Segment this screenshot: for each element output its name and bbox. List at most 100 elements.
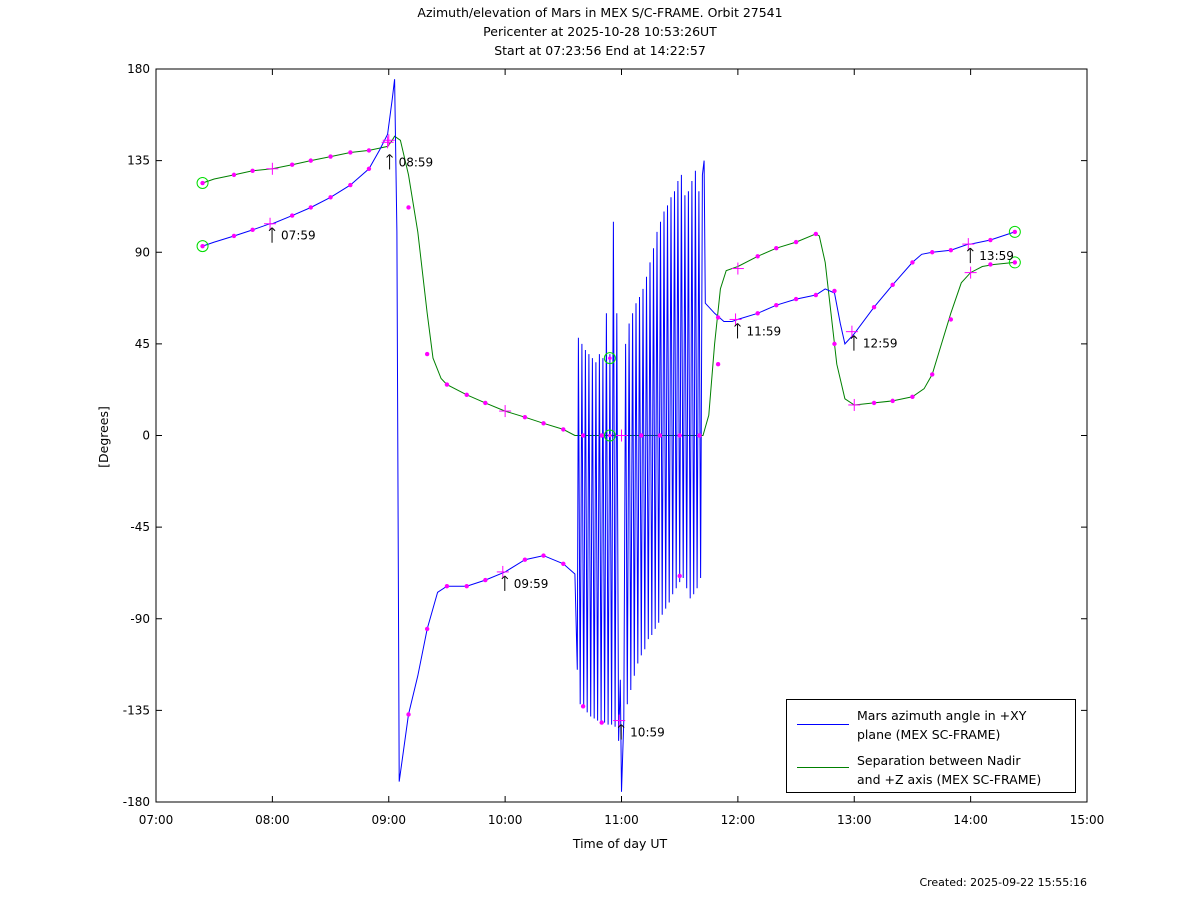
time-marker-0759: 07:59 <box>268 227 316 243</box>
data-point-marker <box>483 400 488 406</box>
endpoint-marker <box>196 177 209 190</box>
data-point-marker <box>599 720 604 725</box>
time-marker-1059: 10:59 <box>617 724 665 740</box>
legend-label-separation-line2: and +Z axis (MEX SC-FRAME) <box>857 772 1042 787</box>
x-tick-label: 15:00 <box>1070 813 1105 827</box>
hour-cross-marker <box>615 429 628 442</box>
data-point-marker <box>930 250 935 255</box>
data-point-marker <box>755 254 760 259</box>
hour-cross-marker <box>496 565 509 578</box>
data-point-marker <box>948 248 954 253</box>
x-tick-label: 07:00 <box>139 813 174 827</box>
hour-cross-marker <box>266 162 279 175</box>
x-tick-label: 11:00 <box>604 813 639 827</box>
time-marker-0859: 08:59 <box>386 154 433 170</box>
data-point-marker <box>599 433 604 438</box>
hour-cross-marker <box>729 313 742 326</box>
data-point-marker <box>677 573 682 579</box>
endpoint-marker <box>196 240 209 253</box>
data-point-marker <box>308 205 313 210</box>
legend-label-azimuth-line1: Mars azimuth angle in +XY <box>857 708 1027 723</box>
y-tick-label: 45 <box>135 337 150 351</box>
data-point-marker <box>813 231 819 237</box>
data-point-marker <box>988 262 993 267</box>
data-point-marker <box>424 626 430 632</box>
hour-cross-marker <box>382 134 395 147</box>
data-point-marker <box>250 168 255 174</box>
hour-cross-marker <box>613 714 626 727</box>
time-marker-0959: 09:59 <box>501 575 549 591</box>
data-point-marker <box>677 433 682 438</box>
data-point-marker <box>715 362 721 367</box>
data-point-marker <box>988 237 993 243</box>
data-point-marker <box>657 433 663 438</box>
data-point-marker <box>483 577 488 583</box>
marker-layer: 07:59 08:59 09:59 10:59 11:59 12:59 13:59 <box>196 134 1021 740</box>
x-tick-label: 08:00 <box>255 813 290 827</box>
data-point-marker <box>755 311 760 316</box>
time-marker-label: 10:59 <box>630 726 665 740</box>
data-point-marker <box>561 561 566 566</box>
y-tick-label: 180 <box>127 62 150 76</box>
hour-cross-marker <box>962 238 975 251</box>
data-point-marker <box>464 392 469 397</box>
hour-cross-marker <box>264 217 277 230</box>
legend-label-azimuth-line2: plane (MEX SC-FRAME) <box>857 727 1001 742</box>
y-tick-label: 0 <box>142 429 150 443</box>
legend-label-separation-line1: Separation between Nadir <box>857 753 1021 768</box>
data-point-marker <box>697 433 702 438</box>
data-point-marker <box>774 302 779 308</box>
x-tick-label: 14:00 <box>953 813 988 827</box>
y-tick-label: 90 <box>135 245 150 259</box>
data-point-marker <box>580 433 586 438</box>
hour-cross-marker <box>381 136 394 149</box>
hour-cross-marker <box>845 325 858 338</box>
data-point-marker <box>580 704 586 709</box>
data-point-marker <box>793 239 799 245</box>
hour-cross-marker <box>848 398 861 411</box>
data-point-marker <box>522 557 528 562</box>
data-point-marker <box>289 213 295 218</box>
data-point-marker <box>328 154 333 159</box>
data-point-marker <box>715 315 721 320</box>
data-point-marker <box>890 398 895 404</box>
x-tick-label: 10:00 <box>488 813 523 827</box>
data-point-marker <box>774 245 779 251</box>
data-point-marker <box>366 148 372 153</box>
series-line-azimuth <box>202 79 1015 792</box>
legend-swatch-separation <box>797 767 849 768</box>
y-tick-label: -180 <box>123 795 150 809</box>
chart-title-line3: Start at 07:23:56 End at 14:22:57 <box>494 43 706 58</box>
data-point-marker <box>444 382 450 387</box>
data-point-marker <box>832 288 837 294</box>
time-marker-label: 13:59 <box>979 249 1014 263</box>
data-point-marker <box>871 305 877 310</box>
data-point-marker <box>813 292 819 298</box>
data-point-marker <box>406 712 411 717</box>
data-point-marker <box>890 282 895 288</box>
y-tick-label: -90 <box>130 612 150 626</box>
y-tick-label: 135 <box>127 154 150 168</box>
hour-cross-marker <box>964 266 977 279</box>
data-point-marker <box>406 205 411 210</box>
legend: Mars azimuth angle in +XY plane (MEX SC-… <box>786 699 1076 793</box>
data-point-marker <box>948 317 954 322</box>
data-point-marker <box>231 233 237 239</box>
time-marker-label: 11:59 <box>747 324 782 338</box>
endpoint-marker <box>603 352 616 365</box>
data-point-marker <box>522 414 528 420</box>
time-marker-1159: 11:59 <box>734 323 782 339</box>
x-tick-label: 09:00 <box>371 813 406 827</box>
time-marker-label: 09:59 <box>514 577 549 591</box>
endpoint-marker <box>1008 225 1021 238</box>
data-point-marker <box>930 372 935 377</box>
data-point-marker <box>541 553 546 558</box>
data-point-marker <box>444 583 450 589</box>
x-axis-label: Time of day UT <box>572 836 668 851</box>
data-point-marker <box>289 162 295 167</box>
data-point-marker <box>348 182 353 188</box>
legend-swatch-azimuth <box>797 724 849 725</box>
data-point-marker <box>793 296 799 302</box>
data-point-marker <box>561 427 566 432</box>
data-point-marker <box>910 260 915 265</box>
